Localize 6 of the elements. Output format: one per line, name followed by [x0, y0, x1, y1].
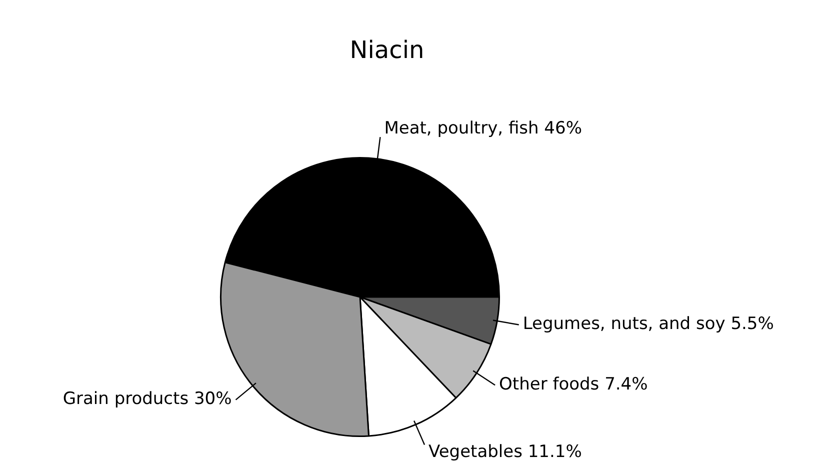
slice-label: Legumes, nuts, and soy 5.5% — [522, 314, 774, 334]
slice-label: Other foods 7.4% — [499, 374, 648, 395]
slice-label: Meat, poultry, fish 46% — [384, 118, 582, 138]
slice-label: Vegetables 11.1% — [428, 442, 582, 462]
chart-title: Niacin — [350, 36, 424, 64]
slice-label: Grain products 30% — [62, 389, 232, 410]
